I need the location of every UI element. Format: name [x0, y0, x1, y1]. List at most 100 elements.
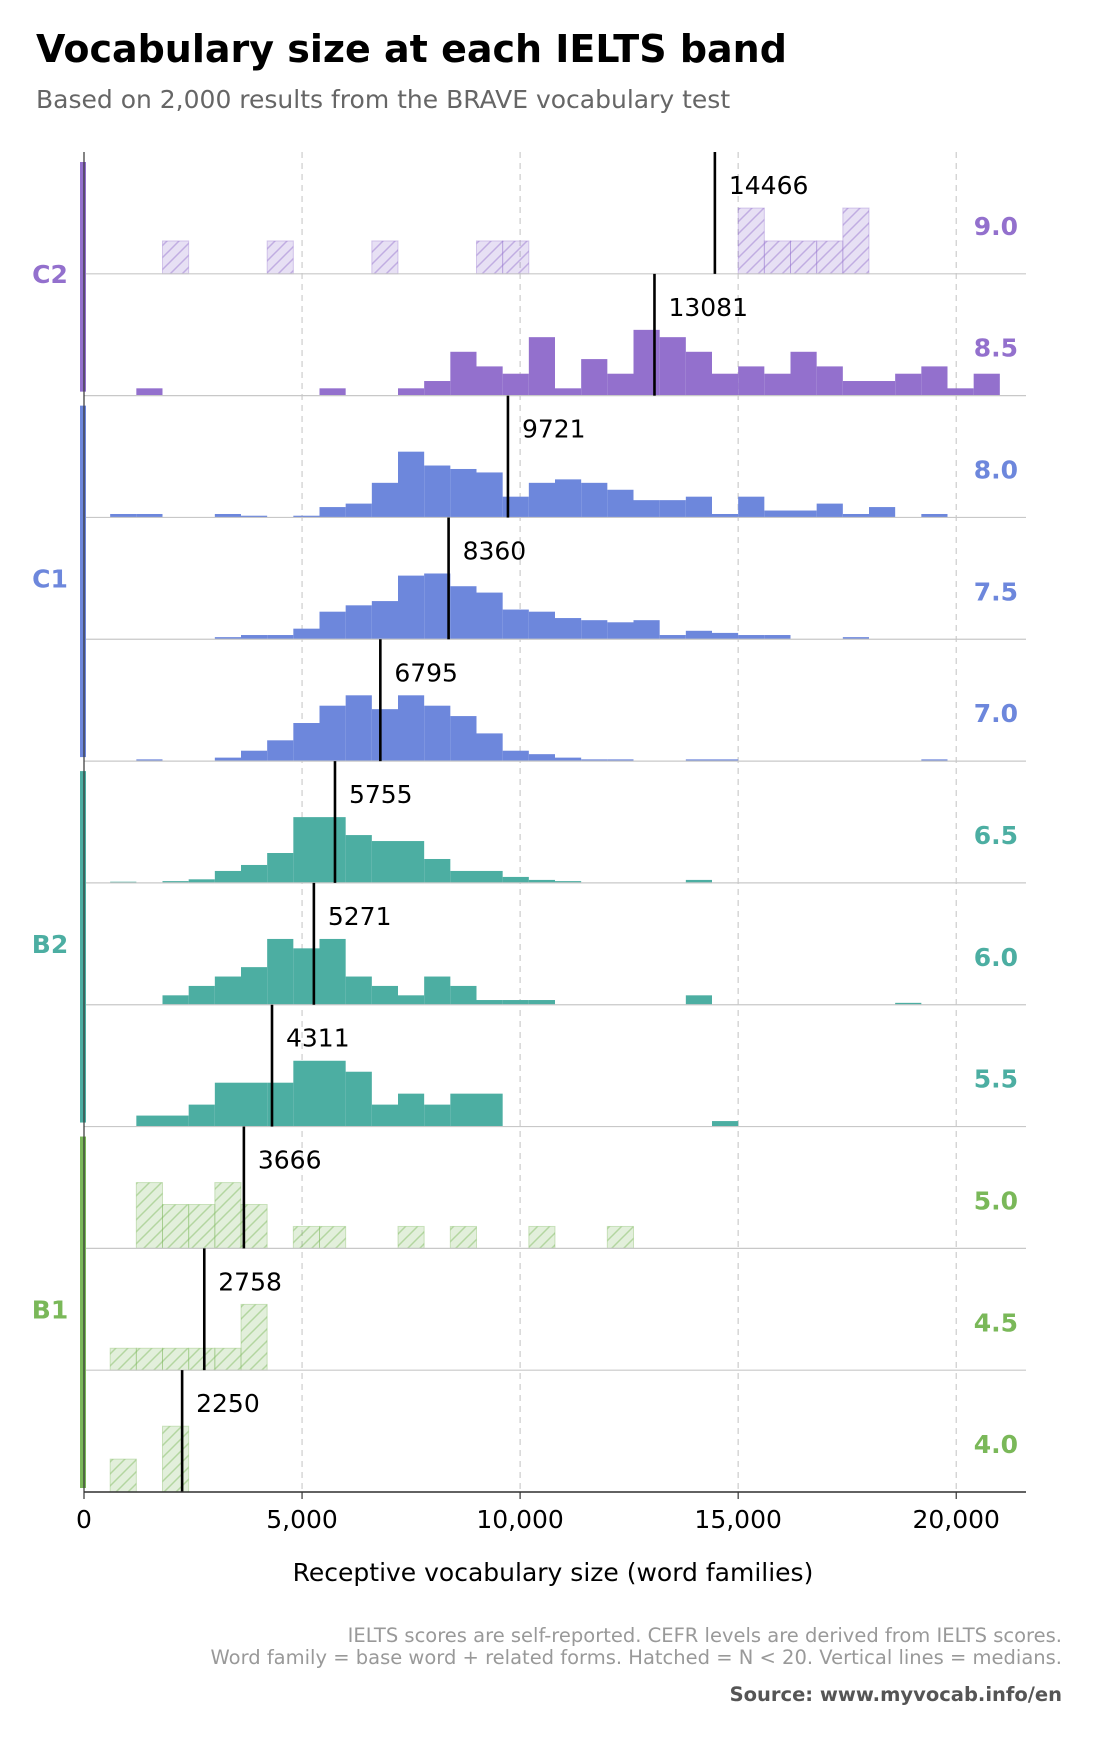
histogram-bar — [476, 240, 504, 275]
histogram-bar — [241, 864, 268, 883]
histogram-bar — [607, 373, 634, 396]
histogram-bar — [398, 841, 425, 883]
histogram-bar — [135, 1182, 163, 1249]
histogram-bar — [685, 630, 712, 640]
histogram-bar — [371, 985, 398, 1005]
histogram-bar — [345, 605, 372, 640]
histogram-bar — [424, 1104, 451, 1127]
histogram-bar — [449, 1225, 478, 1249]
band-row-6.5 — [110, 817, 712, 883]
histogram-bar — [528, 482, 555, 518]
histogram-bar — [738, 635, 765, 640]
band-row-8.5 — [136, 329, 1000, 396]
histogram-bar — [476, 472, 503, 518]
histogram-bar — [685, 759, 712, 762]
histogram-bar — [790, 240, 818, 275]
band-row-5.0 — [135, 1182, 634, 1249]
histogram-bar — [528, 611, 555, 640]
histogram-bar — [607, 759, 634, 762]
histogram-bar — [607, 622, 634, 640]
histogram-bar — [241, 967, 268, 1005]
histogram-bar — [266, 240, 294, 275]
histogram-bar — [555, 618, 582, 640]
histogram-bar — [162, 881, 189, 883]
histogram-bar — [424, 381, 451, 396]
band-label: 6.5 — [974, 821, 1018, 850]
histogram-bar — [921, 513, 948, 518]
histogram-bar — [398, 451, 425, 518]
histogram-bar — [424, 858, 451, 883]
histogram-bar — [764, 635, 791, 640]
band-label: 4.0 — [974, 1430, 1018, 1459]
histogram-bar — [476, 733, 503, 762]
histogram-bar — [267, 740, 294, 762]
histogram-bar — [685, 879, 712, 883]
median-label: 8360 — [463, 536, 527, 565]
histogram-bar — [371, 240, 399, 275]
band-label: 5.5 — [974, 1065, 1018, 1094]
histogram-bar — [555, 479, 582, 518]
histogram-bar — [109, 1458, 137, 1493]
histogram-bar — [162, 240, 190, 275]
cefr-group-bar — [80, 771, 86, 1123]
band-row-7.0 — [136, 695, 948, 762]
histogram-bar — [136, 513, 163, 518]
histogram-bar — [293, 948, 320, 1005]
histogram-bar — [267, 938, 294, 1005]
median-label: 2250 — [196, 1389, 260, 1418]
histogram-bar — [319, 1225, 347, 1249]
histogram-bar — [450, 1093, 477, 1127]
histogram-bar — [424, 573, 451, 640]
rows-layer: 14466 9.0 13081 8.5 9721 8.0 8360 7.5 6795 7.0 575… — [32, 152, 1026, 1493]
histogram-bar — [973, 373, 1000, 396]
band-row-8.0 — [110, 451, 948, 518]
histogram-bar — [685, 995, 712, 1005]
histogram-bar — [345, 976, 372, 1005]
histogram-bar — [450, 985, 477, 1005]
histogram-bar — [267, 853, 294, 883]
histogram-bar — [712, 373, 739, 396]
histogram-bar — [293, 515, 320, 518]
histogram-bar — [816, 366, 843, 396]
histogram-bar — [528, 1000, 555, 1005]
histogram-bar — [502, 240, 530, 275]
histogram-bar — [109, 1347, 137, 1371]
histogram-bar — [895, 1002, 922, 1005]
cefr-group-label: B2 — [32, 930, 68, 959]
chart-subtitle: Based on 2,000 results from the BRAVE vo… — [36, 85, 730, 114]
histogram-bar — [398, 388, 425, 396]
histogram-bar — [816, 240, 844, 275]
histogram-bar — [214, 513, 241, 518]
histogram-bar — [110, 513, 137, 518]
histogram-bar — [450, 716, 477, 762]
histogram-bar — [188, 1204, 216, 1249]
histogram-bar — [738, 366, 765, 396]
histogram-bar — [214, 637, 241, 640]
histogram-bar — [921, 366, 948, 396]
histogram-bar — [450, 351, 477, 396]
cefr-group-bar — [80, 405, 86, 758]
chart-title: Vocabulary size at each IELTS band — [36, 27, 787, 71]
histogram-bar — [869, 381, 896, 396]
histogram-bar — [319, 507, 346, 518]
band-label: 5.0 — [974, 1186, 1018, 1215]
histogram-bar — [345, 695, 372, 762]
band-row-9.0 — [162, 207, 870, 275]
histogram-bar — [502, 750, 529, 762]
histogram-bar — [476, 366, 503, 396]
histogram-bar — [293, 723, 320, 762]
histogram-bar — [842, 381, 869, 396]
histogram-bar — [241, 1082, 268, 1127]
histogram-bar — [214, 1082, 241, 1127]
histogram-bar — [371, 841, 398, 883]
histogram-bar — [240, 1303, 268, 1371]
histogram-bar — [816, 503, 843, 518]
histogram-bar — [319, 388, 346, 396]
histogram-bar — [398, 995, 425, 1005]
footnote-line-2: Word family = base word + related forms.… — [211, 1646, 1063, 1669]
histogram-bar — [685, 351, 712, 396]
histogram-bar — [398, 575, 425, 640]
band-label: 9.0 — [974, 212, 1018, 241]
histogram-bar — [371, 482, 398, 518]
median-label: 4311 — [286, 1024, 350, 1053]
